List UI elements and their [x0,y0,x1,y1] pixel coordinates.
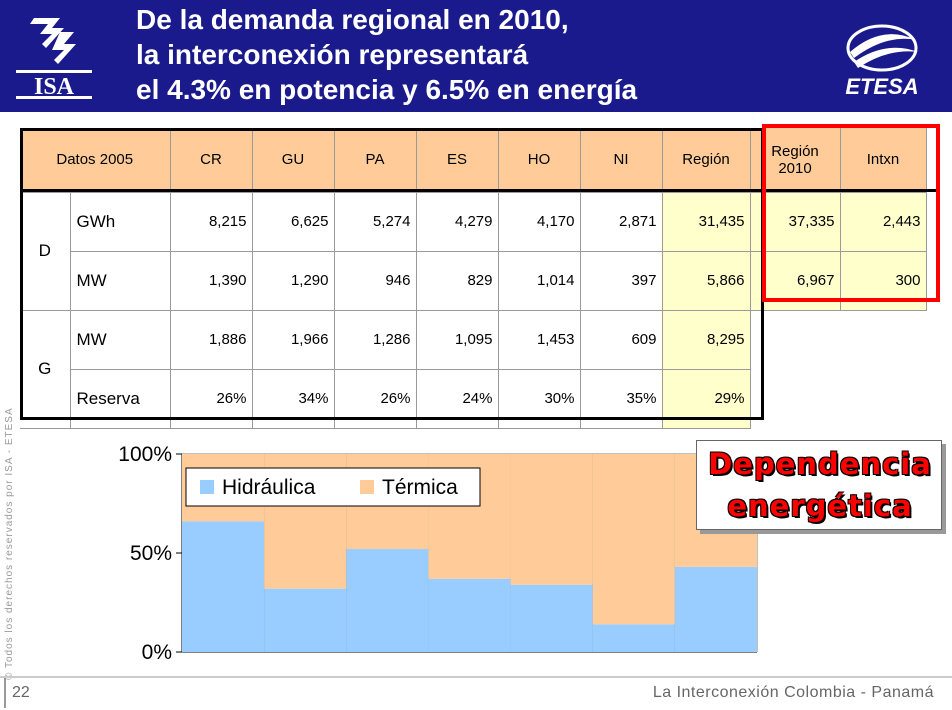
header-banner: ISA De la demanda regional en 2010, la i… [0,0,952,112]
legend-box [185,467,481,507]
table-cell: 30% [498,369,581,429]
table-header-cell: CR [170,128,253,193]
table-cell: 1,290 [252,251,335,311]
page-number: 22 [12,684,30,701]
table-header-cell: Intxn [840,128,927,193]
table-cell: 397 [580,251,663,311]
table-cell: 4,170 [498,192,581,252]
table-cell: 35% [580,369,663,429]
legend-swatch [200,480,214,494]
table-cell: 24% [416,369,499,429]
title-line: la interconexión representará [136,39,529,70]
table-cell: 34% [252,369,335,429]
table-cell: 31,435 [662,192,751,252]
table-row: D GWh 8,215 6,625 5,274 4,279 4,170 2,87… [20,192,927,311]
title-line: el 4.3% en potencia y 6.5% en energía [136,74,638,105]
table-cell: 829 [416,251,499,311]
bar-hydro [428,578,511,652]
legend-label: Hidráulica [222,476,316,499]
chart-y-ticks: 0% 50% 100% [118,443,182,664]
generation-mix-chart: 0% 50% 100% Hidráulica Térmica [118,443,758,664]
table-cell: 1,886 [170,310,253,370]
table-cell: 1,453 [498,310,581,370]
table-cell: 1,014 [498,251,581,311]
table-row: MW 1,390 1,290 946 829 1,014 397 5,866 6… [20,251,927,311]
bar-hydro [264,588,347,652]
callout-line: Dependencia [708,447,932,481]
dependency-callout: Dependencia energética [696,440,942,530]
table-header-divider [20,189,940,192]
y-tick-label: 0% [142,641,172,664]
table-cell: 609 [580,310,663,370]
table-cell: 5,274 [334,192,417,252]
legend-label: Térmica [382,476,458,499]
table-cell: 26% [334,369,417,429]
table-cell: 4,279 [416,192,499,252]
table-header-cell: Datos 2005 [20,128,171,193]
etesa-logo-text: ETESA [845,74,918,99]
table-cell: 2,871 [580,192,663,252]
data-table: Datos 2005 CR GU PA ES HO NI Región Regi… [20,128,927,429]
bar-hydro [674,566,757,652]
y-tick-label: 50% [130,542,172,565]
table-cell: 946 [334,251,417,311]
table-header-cell: NI [580,128,663,193]
bar-hydro [346,549,429,652]
table-cell: 37,335 [750,192,841,252]
table-row: G MW 1,886 1,966 1,286 1,095 1,453 609 8… [20,310,926,429]
empty-cell [840,310,926,369]
table-cell: 5,866 [662,251,751,311]
table-cell: 8,215 [170,192,253,252]
table-header-cell: Región 2010 [750,128,841,193]
table-header-cell: ES [416,128,499,193]
footer-divider [0,676,952,678]
bar-thermal [592,454,675,625]
table-cell: 29% [662,369,751,429]
table-cell: 6,625 [252,192,335,252]
table-row: Reserva 26% 34% 26% 24% 30% 35% 29% [20,369,926,429]
group-label: G [20,310,71,429]
copyright-text: © Todos los derechos reservados por ISA … [4,407,15,680]
bar-hydro [510,584,593,652]
bar-hydro [182,521,265,652]
group-label: D [20,192,71,311]
table-cell: 1,390 [170,251,253,311]
table-header-cell: Región [662,128,751,193]
y-tick-label: 100% [118,443,172,466]
page-title: De la demanda regional en 2010, la inter… [136,2,806,107]
legend-swatch [360,480,374,494]
row-label: Reserva [70,369,171,429]
row-label: MW [70,251,171,311]
table-header-cell: PA [334,128,417,193]
page-number-marker [4,678,6,708]
empty-cell [840,369,926,428]
table-cell: 300 [840,251,927,311]
etesa-logo: ETESA [845,24,919,99]
bar-hydro [592,624,675,652]
footer-caption: La Interconexión Colombia - Panamá [652,684,934,701]
table-cell: 1,966 [252,310,335,370]
callout-line: energética [727,489,913,523]
table-header-cell: HO [498,128,581,193]
table-header-cell: GU [252,128,335,193]
chart-legend: Hidráulica Térmica [185,467,481,507]
row-label: GWh [70,192,171,252]
bar-thermal [510,454,593,585]
table-cell: 2,443 [840,192,927,252]
table-cell: 1,095 [416,310,499,370]
empty-cell [750,369,840,428]
table-cell: 6,967 [750,251,841,311]
isa-logo: ISA [16,18,92,100]
table-header-row: Datos 2005 CR GU PA ES HO NI Región Regi… [20,128,927,193]
isa-logo-text: ISA [34,74,75,100]
table-cell: 1,286 [334,310,417,370]
table-cell: 26% [170,369,253,429]
empty-cell [750,310,840,369]
row-label: MW [70,310,171,370]
table-cell: 8,295 [662,310,751,370]
title-line: De la demanda regional en 2010, [136,4,569,35]
